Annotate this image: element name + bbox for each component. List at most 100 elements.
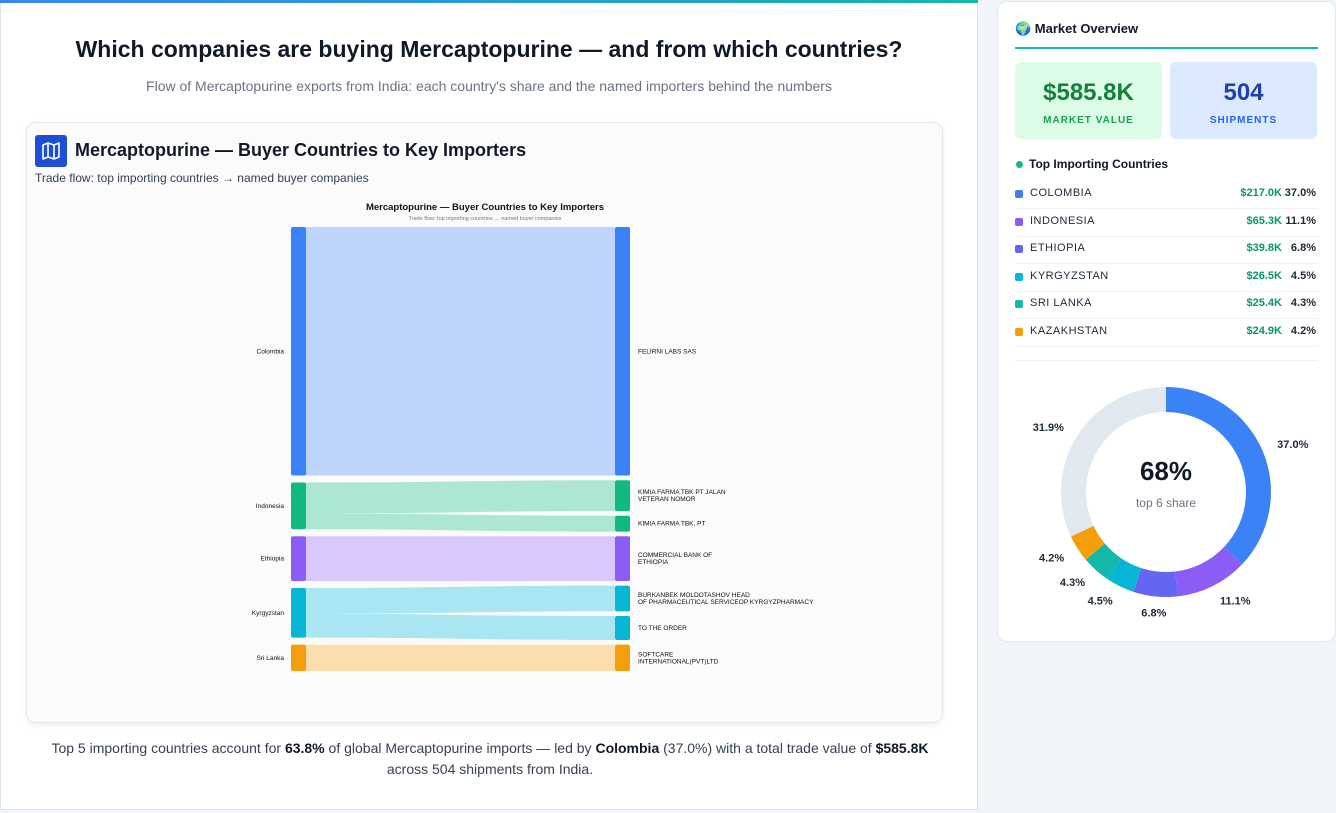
slice-label: 11.1% xyxy=(1220,595,1251,607)
country-swatch xyxy=(1015,245,1023,254)
donut-slice xyxy=(1106,558,1142,592)
country-value: $24.9K xyxy=(1246,325,1282,337)
slice-label: 31.9% xyxy=(1033,422,1064,434)
kpi-card: $585.8K MARKET VALUE xyxy=(1015,62,1162,139)
target-label: FELIRNI LABS SAS xyxy=(638,348,697,355)
center-caption: top 6 share xyxy=(1136,496,1196,510)
source-label: Kyrgyzstan xyxy=(252,610,285,617)
kpi-label: SHIPMENTS xyxy=(1209,115,1278,126)
country-name: COLOMBIA xyxy=(1030,187,1093,199)
summary-text: (37.0%) with a total trade value of xyxy=(659,740,876,756)
donut-chart: 37.0% 11.1% 6.8% 4.5%4.3% 4.2% 31.9% 68% top 6 … xyxy=(1033,387,1309,619)
source-node xyxy=(291,482,306,530)
flow-link xyxy=(306,480,615,514)
title-underline xyxy=(1015,47,1318,49)
source-node xyxy=(291,644,306,671)
flow-link xyxy=(306,644,615,671)
donut-slice xyxy=(1085,543,1121,579)
kpi-value: $585.8K xyxy=(1043,79,1134,106)
overview-title: 🌍 Market Overview xyxy=(1015,21,1139,36)
flow-link xyxy=(306,585,615,614)
target-label: SOFTCARE INTERNATIONAL(PVT)LTD xyxy=(638,651,719,665)
source-node xyxy=(291,587,306,638)
target-node xyxy=(615,616,630,640)
accent-bar xyxy=(0,0,978,3)
country-share: 37.0% xyxy=(1284,187,1316,199)
country-share: 4.5% xyxy=(1290,269,1316,282)
target-label: BURKANBEK MOLDOTASHOV HEAD OF PHARMACEUT… xyxy=(638,592,814,606)
target-label: TO THE ORDER xyxy=(638,625,687,632)
kpi-card: 504 SHIPMENTS xyxy=(1170,62,1317,139)
country-name: KAZAKHSTAN xyxy=(1030,325,1108,337)
country-row: ETHIOPIA $39.8K 6.8% xyxy=(1015,236,1318,265)
donut-slice xyxy=(1166,387,1271,565)
kpi-label: MARKET VALUE xyxy=(1043,115,1134,126)
country-value: $217.0K xyxy=(1240,187,1282,199)
country-share: 6.8% xyxy=(1290,242,1316,255)
sankey-chart: Mercaptopurine — Buyer Countries to Key … xyxy=(252,202,814,671)
target-node xyxy=(615,227,630,476)
chart-title: Mercaptopurine — Buyer Countries to Key … xyxy=(366,202,604,213)
page-title: Which companies are buying Mercaptopurin… xyxy=(75,36,903,62)
summary: Top 5 importing countries account for 63… xyxy=(40,738,940,780)
flow-link xyxy=(306,536,615,581)
source-node xyxy=(291,227,306,476)
source-label: Colombia xyxy=(257,348,285,355)
country-swatch xyxy=(1015,328,1023,336)
chart-card: Mercaptopurine — Buyer Countries to Key … xyxy=(26,122,943,723)
slice-label: 4.5% xyxy=(1088,596,1113,608)
divider xyxy=(1015,360,1318,361)
country-value: $39.8K xyxy=(1246,242,1282,255)
flow-link xyxy=(306,513,615,532)
target-node xyxy=(615,515,630,532)
slice-label: 6.8% xyxy=(1141,607,1166,619)
summary-text: Top 5 importing countries account for xyxy=(51,740,285,756)
map-icon xyxy=(35,135,67,167)
country-swatch xyxy=(1015,300,1023,309)
source-node xyxy=(291,536,306,581)
target-node xyxy=(615,536,630,581)
summary-text: across 504 shipments from India. xyxy=(386,761,594,777)
country-name: INDONESIA xyxy=(1030,214,1096,227)
section-dot xyxy=(1016,161,1023,168)
country-value: $25.4K xyxy=(1246,297,1282,310)
target-label: COMMERCIAL BANK OF ETHIOPIA xyxy=(638,552,714,566)
country-share: 4.3% xyxy=(1290,297,1316,310)
target-node xyxy=(615,644,630,671)
donut-slice xyxy=(1070,525,1105,560)
country-share: 11.1% xyxy=(1285,214,1316,227)
country-share: 4.2% xyxy=(1290,325,1316,337)
source-label: Ethiopia xyxy=(261,556,285,563)
card-subtitle: Trade flow: top importing countries → na… xyxy=(35,171,369,185)
overview-panel: 🌍 Market Overview Top Importing Countrie… xyxy=(997,1,1336,642)
chart-subtitle: Trade flow: top importing countries → na… xyxy=(409,216,562,222)
country-swatch xyxy=(1015,190,1023,198)
summary-text: of global Mercaptopurine imports — led b… xyxy=(324,740,596,756)
slice-label: 4.3% xyxy=(1060,577,1085,589)
country-value: $65.3K xyxy=(1246,214,1282,227)
target-label: KIMIA FARMA TBK PT JALAN VETERAN NOMOR xyxy=(638,489,727,503)
section-title: Top Importing Countries xyxy=(1029,157,1169,171)
donut-slice xyxy=(1175,547,1243,597)
flow-link xyxy=(306,613,615,640)
country-name: ETHIOPIA xyxy=(1030,242,1086,255)
country-value: $26.5K xyxy=(1246,269,1282,282)
summary-text: $585.8K xyxy=(875,740,929,756)
icon-glyph xyxy=(42,142,60,160)
page-subtitle: Flow of Mercaptopurine exports from Indi… xyxy=(146,78,832,94)
slice-label: 37.0% xyxy=(1277,439,1308,451)
country-name: SRI LANKA xyxy=(1030,297,1092,310)
card-title: Mercaptopurine — Buyer Countries to Key … xyxy=(75,140,527,160)
country-row: COLOMBIA $217.0K 37.0% xyxy=(1015,181,1318,209)
source-label: Sri Lanka xyxy=(257,655,285,662)
country-row: SRI LANKA $25.4K 4.3% xyxy=(1015,291,1318,320)
source-label: Indonesia xyxy=(256,503,285,510)
flow-link xyxy=(306,227,615,476)
kpi-value: 504 xyxy=(1223,79,1264,106)
country-name: KYRGYZSTAN xyxy=(1030,269,1109,282)
country-row: KYRGYZSTAN $26.5K 4.5% xyxy=(1015,264,1318,292)
country-swatch xyxy=(1015,272,1023,281)
country-row: INDONESIA $65.3K 11.1% xyxy=(1015,209,1318,237)
donut-slice xyxy=(1133,568,1178,597)
